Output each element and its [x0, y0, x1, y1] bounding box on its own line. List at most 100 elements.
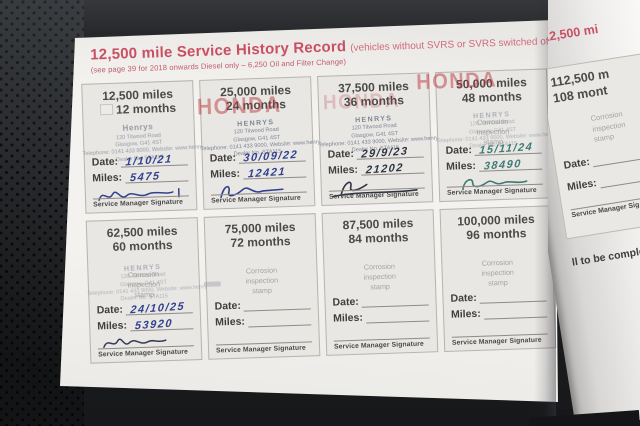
date-line: 24/10/25 [125, 300, 193, 317]
miles-line: 5475 [124, 168, 189, 185]
miles-label: Miles: [97, 319, 128, 333]
date-line: 1/10/21 [120, 152, 188, 169]
signature-label: Service Manager Sig [570, 189, 640, 220]
interval-months: 12 months [90, 101, 186, 119]
dealer-stamp: HENRYS 120 Titwood Road Glasgow, G41 4ST… [86, 260, 235, 305]
signature-label: Service Manager Signature [328, 187, 426, 201]
handwritten-date: 15/11/24 [479, 140, 534, 157]
date-line: 30/09/22 [238, 148, 306, 165]
honda-stamp: HONDA [415, 68, 498, 95]
miles-label: Miles: [214, 316, 246, 329]
date-field: Date: 30/09/22 [209, 148, 306, 165]
corrosion-stamp-text: Corrosion inspection stamp [331, 260, 428, 293]
miles-label: Miles: [210, 167, 241, 181]
corrosion-stamp-text: Corrosion inspection stamp [213, 264, 310, 297]
miles-line [365, 308, 430, 324]
stamp-area: Corrosion inspection stamp [213, 250, 310, 297]
handwritten-date: 24/10/25 [130, 300, 186, 317]
next-page-edge: 12,500 mi 112,500 m 108 mont Corrosion i… [548, 0, 640, 420]
service-box-87500: 87,500 miles 84 months Corrosion inspect… [321, 209, 439, 356]
date-field: Date: [332, 292, 429, 310]
signature-scribble [103, 339, 167, 349]
signature-label: Service Manager Signature [93, 195, 190, 209]
signature-area [446, 171, 542, 190]
miles-label: Miles: [328, 163, 359, 177]
date-line: 29/9/23 [356, 144, 424, 161]
signature-scribble [462, 178, 528, 190]
miles-label: Miles: [332, 312, 364, 326]
miles-line: 53920 [129, 316, 194, 333]
handwritten-date: 30/09/22 [243, 148, 299, 165]
handwritten-date: 1/10/21 [125, 153, 174, 169]
date-line [243, 296, 311, 313]
signature-label: Service Manager Signature [446, 183, 544, 197]
date-label: Date: [96, 304, 124, 317]
date-field: Date: 29/9/23 [327, 144, 424, 161]
next-page-service-box: 112,500 m 108 mont Corrosion inspection … [548, 46, 640, 240]
miles-line: 12421 [242, 164, 307, 181]
interval-months: 84 months [348, 230, 409, 247]
date-label: Date: [445, 143, 473, 157]
service-box-37500: HONDA 37,500 miles 36 months HENRYS 120 … [317, 72, 466, 206]
handwritten-miles: 5475 [129, 170, 161, 185]
service-interval: 87,500 miles 84 months [330, 216, 427, 248]
date-label: Date: [91, 155, 119, 169]
service-interval: 75,000 miles 72 months [212, 219, 309, 251]
service-interval: 100,000 miles 96 months [448, 212, 545, 244]
service-stamp-grid: 12,500 miles 12 months Henrys 120 Titwoo… [81, 68, 558, 364]
faded-mark [99, 104, 114, 116]
date-line: 15/11/24 [474, 140, 542, 157]
next-page-title: 12,500 mi [548, 21, 600, 45]
stamp-area: Corrosion inspection stamp [331, 246, 428, 293]
interval-months: 60 months [112, 238, 173, 255]
service-box-25000: HONDA 25,000 miles 24 months HENRYS 120 … [196, 76, 348, 210]
handwritten-miles: 53920 [134, 318, 174, 333]
handwritten-miles: 12421 [247, 165, 287, 181]
date-field: Date: 24/10/25 [96, 300, 193, 317]
signature-scribble [220, 185, 284, 198]
date-field: Date: [214, 296, 311, 314]
service-interval: 12,500 miles 12 months [89, 86, 186, 118]
date-label: Date: [214, 300, 242, 314]
date-label: Date: [327, 147, 355, 161]
date-label: Date: [450, 292, 477, 306]
interval-months: 96 months [466, 226, 527, 243]
page-content: 12,500 mile Service History Record (vehic… [60, 20, 558, 402]
next-page-sheet: 12,500 mi 112,500 m 108 mont Corrosion i… [548, 0, 640, 420]
date-field: Date: 1/10/21 [92, 152, 188, 168]
signature-label: Service Manager Signature [333, 337, 431, 351]
corrosion-line: stamp [370, 281, 390, 292]
corrosion-line: stamp [488, 277, 508, 288]
miles-label: Miles: [566, 177, 598, 194]
signature-area [211, 178, 307, 198]
date-label: Date: [209, 151, 237, 165]
service-interval: 62,500 miles 60 months [94, 223, 191, 255]
signature-scribble [98, 187, 180, 201]
stamp-area: Henrys 120 Titwood Road Glasgow, G41 4ST… [83, 117, 230, 163]
stamp-area: Corrosion inspection stamp HENRYS 120 Ti… [88, 254, 235, 303]
ink-smudge [203, 281, 221, 287]
date-line [361, 292, 429, 309]
handwritten-miles: 21202 [365, 161, 405, 177]
next-page-footer-text: ll to be comple [571, 245, 640, 269]
honda-stamp: HONDA [196, 92, 282, 120]
date-label: Date: [332, 296, 360, 310]
corrosion-stamp-text: Corrosion inspection stamp [449, 256, 546, 289]
service-box-12500: 12,500 miles 12 months Henrys 120 Titwoo… [81, 80, 230, 214]
signature-area [93, 182, 189, 201]
handwritten-date: 29/9/23 [361, 145, 410, 161]
miles-line: 38490 [478, 156, 543, 172]
corrosion-stamp-text: Corrosion inspection stamp [556, 99, 640, 150]
miles-line: 21202 [360, 160, 425, 177]
corrosion-line: stamp [252, 285, 273, 296]
signature-label: Service Manager Signature [210, 191, 308, 205]
service-box-75000: 75,000 miles 72 months Corrosion inspect… [203, 213, 321, 360]
miles-label: Miles: [450, 308, 482, 322]
date-label: Date: [562, 156, 591, 173]
signature-area [328, 174, 424, 198]
service-history-page: 12,500 mile Service History Record (vehic… [60, 20, 558, 402]
signature-label: Service Manager Signature [215, 341, 313, 355]
miles-label: Miles: [445, 159, 477, 173]
signature-area [97, 331, 193, 349]
